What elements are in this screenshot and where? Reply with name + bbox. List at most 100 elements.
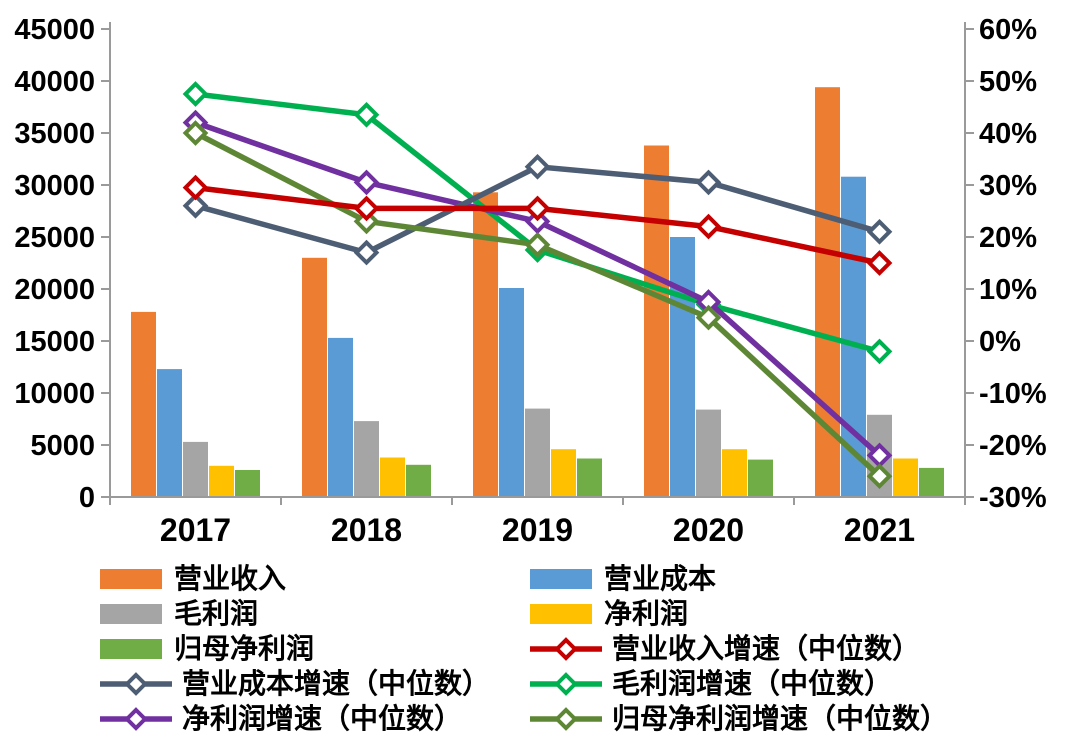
legend-bar-swatch <box>100 638 162 659</box>
legend-label: 毛利润 <box>174 597 259 629</box>
x-axis-label-2017: 2017 <box>160 512 231 548</box>
marker-series1-2018 <box>353 239 380 266</box>
bar-series3-2017 <box>209 465 234 497</box>
right-axis-label: 40% <box>979 118 1037 150</box>
legend-line-marker <box>100 706 172 731</box>
legend-bar-swatch <box>530 568 592 589</box>
legend-label: 归母净利润增速（中位数） <box>612 702 949 734</box>
bar-series2-2019 <box>525 408 550 497</box>
legend-item-5: 营业收入增速（中位数） <box>530 632 948 664</box>
bar-series1-2018 <box>328 337 353 497</box>
marker-series3-2018 <box>353 169 380 196</box>
marker-series0-2021 <box>866 250 893 276</box>
marker-series0-2018 <box>353 195 380 222</box>
marker-series0-2019 <box>524 195 551 222</box>
legend-item-9: 归母净利润增速（中位数） <box>530 702 949 734</box>
legend-line-marker <box>100 671 172 696</box>
marker-series4-2020 <box>695 304 722 331</box>
bar-series4-2018 <box>406 464 431 497</box>
bar-series2-2017 <box>183 441 208 497</box>
legend-item-3: 净利润 <box>530 597 948 629</box>
left-axis-label: 10000 <box>14 378 95 410</box>
bar-series0-2018 <box>302 257 327 497</box>
legend-label: 毛利润增速（中位数） <box>612 667 893 699</box>
bar-series0-2020 <box>644 145 669 497</box>
bar-series4-2020 <box>748 459 773 497</box>
legend-item-4: 归母净利润 <box>100 632 530 664</box>
marker-series2-2021 <box>866 338 893 365</box>
legend-item-6: 营业成本增速（中位数） <box>100 667 530 699</box>
legend-label: 营业收入 <box>174 562 287 594</box>
bar-series4-2021 <box>919 467 944 497</box>
right-axis-label: 0% <box>979 326 1021 358</box>
left-axis-label: 20000 <box>14 274 95 306</box>
left-axis-label: 40000 <box>14 66 95 98</box>
marker-series1-2021 <box>866 218 893 245</box>
left-axis-label: 30000 <box>14 170 95 202</box>
legend-label: 营业收入增速（中位数） <box>612 632 921 664</box>
legend-line-marker <box>530 671 602 696</box>
right-axis-label: 30% <box>979 170 1037 202</box>
x-axis-label-2020: 2020 <box>673 512 744 548</box>
legend-line-marker <box>530 706 602 731</box>
legend-label: 归母净利润 <box>174 632 315 664</box>
right-axis-label: 20% <box>979 222 1037 254</box>
marker-series1-2019 <box>524 153 551 180</box>
marker-series4-2018 <box>353 208 380 235</box>
legend-item-0: 营业收入 <box>100 562 530 594</box>
marker-series1-2020 <box>695 169 722 196</box>
legend-item-7: 毛利润增速（中位数） <box>530 667 948 699</box>
bar-series0-2017 <box>131 311 156 497</box>
bar-series2-2020 <box>696 409 721 497</box>
marker-series0-2020 <box>695 213 722 240</box>
bar-series4-2017 <box>235 470 260 497</box>
bar-series3-2019 <box>551 449 576 497</box>
legend-label: 营业成本 <box>604 562 717 594</box>
legend-item-8: 净利润增速（中位数） <box>100 702 530 734</box>
marker-series0-2017 <box>182 174 209 201</box>
combo-chart: 0 5000 10000 15000 20000 25000 30000 35000 40000… <box>14 14 1047 548</box>
marker-series1-2017 <box>182 192 209 219</box>
left-axis-label: 5000 <box>30 430 95 462</box>
left-axis-label: 35000 <box>14 118 95 150</box>
bar-series0-2019 <box>473 192 498 498</box>
legend-item-1: 营业成本 <box>530 562 948 594</box>
bar-series4-2019 <box>577 458 602 497</box>
right-axis-label: -20% <box>979 430 1047 462</box>
marker-series4-2019 <box>524 231 551 258</box>
bar-series1-2017 <box>157 369 182 497</box>
legend-label: 营业成本增速（中位数） <box>182 667 491 699</box>
legend-bar-swatch <box>100 568 162 589</box>
marker-series3-2019 <box>524 208 551 235</box>
legend-bar-swatch <box>530 603 592 624</box>
marker-series2-2018 <box>353 101 380 128</box>
bar-series3-2020 <box>722 449 747 497</box>
chart-legend: 营业收入 营业成本毛利润 净利润归母净利润 营业收入增速（中位数） 营业成本增速（中位数… <box>100 561 948 736</box>
bar-series1-2020 <box>670 237 695 497</box>
right-axis-label: 10% <box>979 274 1037 306</box>
legend-item-2: 毛利润 <box>100 597 530 629</box>
bar-series3-2018 <box>380 457 405 497</box>
bar-series3-2021 <box>893 458 918 497</box>
marker-series2-2017 <box>182 81 209 107</box>
x-axis-label-2018: 2018 <box>331 512 402 548</box>
marker-series4-2017 <box>182 120 209 146</box>
marker-series4-2021 <box>866 463 893 490</box>
x-axis-label-2019: 2019 <box>502 512 573 548</box>
left-axis-label: 25000 <box>14 222 95 254</box>
left-axis-label: 0 <box>79 482 95 514</box>
bar-series2-2018 <box>354 421 379 497</box>
legend-line-marker <box>530 636 602 661</box>
legend-label: 净利润增速（中位数） <box>182 702 463 734</box>
x-axis-label-2021: 2021 <box>844 512 915 548</box>
right-axis-label: -10% <box>979 378 1047 410</box>
left-axis-label: 15000 <box>14 326 95 358</box>
right-axis-label: -30% <box>979 482 1047 514</box>
bar-series1-2019 <box>499 288 524 497</box>
legend-label: 净利润 <box>604 597 689 629</box>
right-axis-label: 50% <box>979 66 1037 98</box>
legend-bar-swatch <box>100 603 162 624</box>
right-axis-label: 60% <box>979 14 1037 46</box>
left-axis-label: 45000 <box>14 14 95 46</box>
